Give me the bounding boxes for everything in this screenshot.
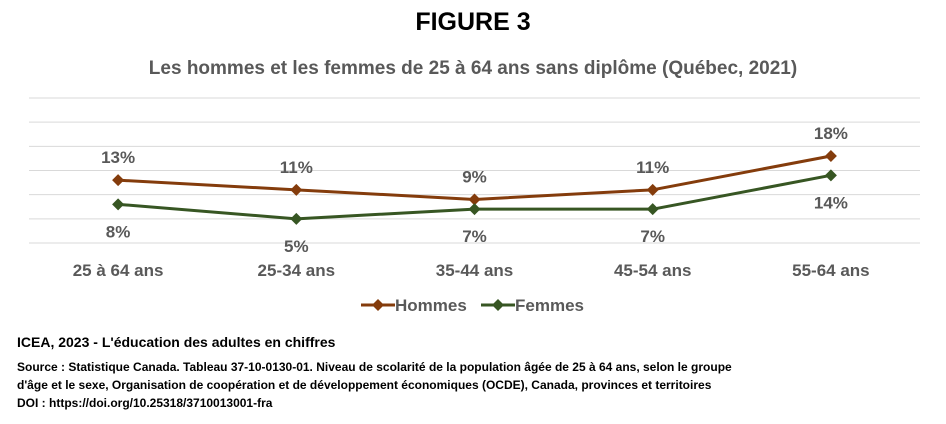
data-label-femmes: 5% — [284, 237, 309, 256]
x-tick-label: 25 à 64 ans — [73, 261, 164, 280]
data-label-femmes: 8% — [106, 222, 131, 241]
data-label-hommes: 11% — [280, 158, 313, 177]
data-point-hommes — [468, 193, 481, 206]
gridlines — [29, 97, 920, 244]
x-tick-label: 55-64 ans — [792, 261, 870, 280]
figure-label: FIGURE 3 — [415, 8, 531, 36]
legend-label-femmes: Femmes — [515, 296, 584, 315]
footer-source: Source : Statistique Canada. Tableau 37-… — [17, 358, 797, 412]
x-axis-tick-labels: 25 à 64 ans 25-34 ans 35-44 ans 45-54 ans 55… — [73, 261, 870, 280]
x-tick-label: 25-34 ans — [258, 261, 336, 280]
legend-marker-femmes — [492, 299, 504, 311]
data-point-femmes — [112, 198, 125, 211]
x-tick-label: 45-54 ans — [614, 261, 692, 280]
line-chart: 13% 11% 9% 11% 18% 8% 5% 7% 7% 14% 25 à 64 ans 25-… — [29, 97, 920, 315]
data-label-femmes: 14% — [814, 193, 848, 212]
data-point-femmes — [824, 169, 837, 182]
data-point-femmes — [468, 203, 481, 216]
series-markers — [112, 150, 837, 225]
footer-organization: ICEA, 2023 - L'éducation des adultes en … — [17, 334, 336, 350]
source-line-2: d'âge et le sexe, Organisation de coopér… — [17, 378, 712, 392]
data-point-hommes — [290, 183, 303, 196]
data-label-femmes: 7% — [462, 227, 487, 246]
legend-label-hommes: Hommes — [395, 296, 467, 315]
source-line-1: Source : Statistique Canada. Tableau 37-… — [17, 360, 732, 374]
data-label-hommes: 13% — [101, 148, 135, 167]
chart-title: Les hommes et les femmes de 25 à 64 ans … — [148, 58, 798, 79]
data-point-hommes — [646, 183, 659, 196]
data-label-hommes: 9% — [462, 168, 487, 187]
data-point-femmes — [290, 212, 303, 225]
data-point-hommes — [112, 174, 125, 187]
data-label-femmes: 7% — [640, 227, 665, 246]
legend: Hommes Femmes — [361, 296, 584, 315]
x-tick-label: 35-44 ans — [436, 261, 514, 280]
data-point-hommes — [824, 150, 837, 162]
data-label-hommes: 18% — [814, 124, 848, 143]
legend-marker-hommes — [372, 299, 384, 311]
data-labels: 13% 11% 9% 11% 18% 8% 5% 7% 7% 14% — [101, 124, 848, 256]
data-label-hommes: 11% — [636, 158, 669, 177]
data-point-femmes — [646, 203, 659, 216]
doi-line: DOI : https://doi.org/10.25318/371001300… — [17, 396, 273, 410]
